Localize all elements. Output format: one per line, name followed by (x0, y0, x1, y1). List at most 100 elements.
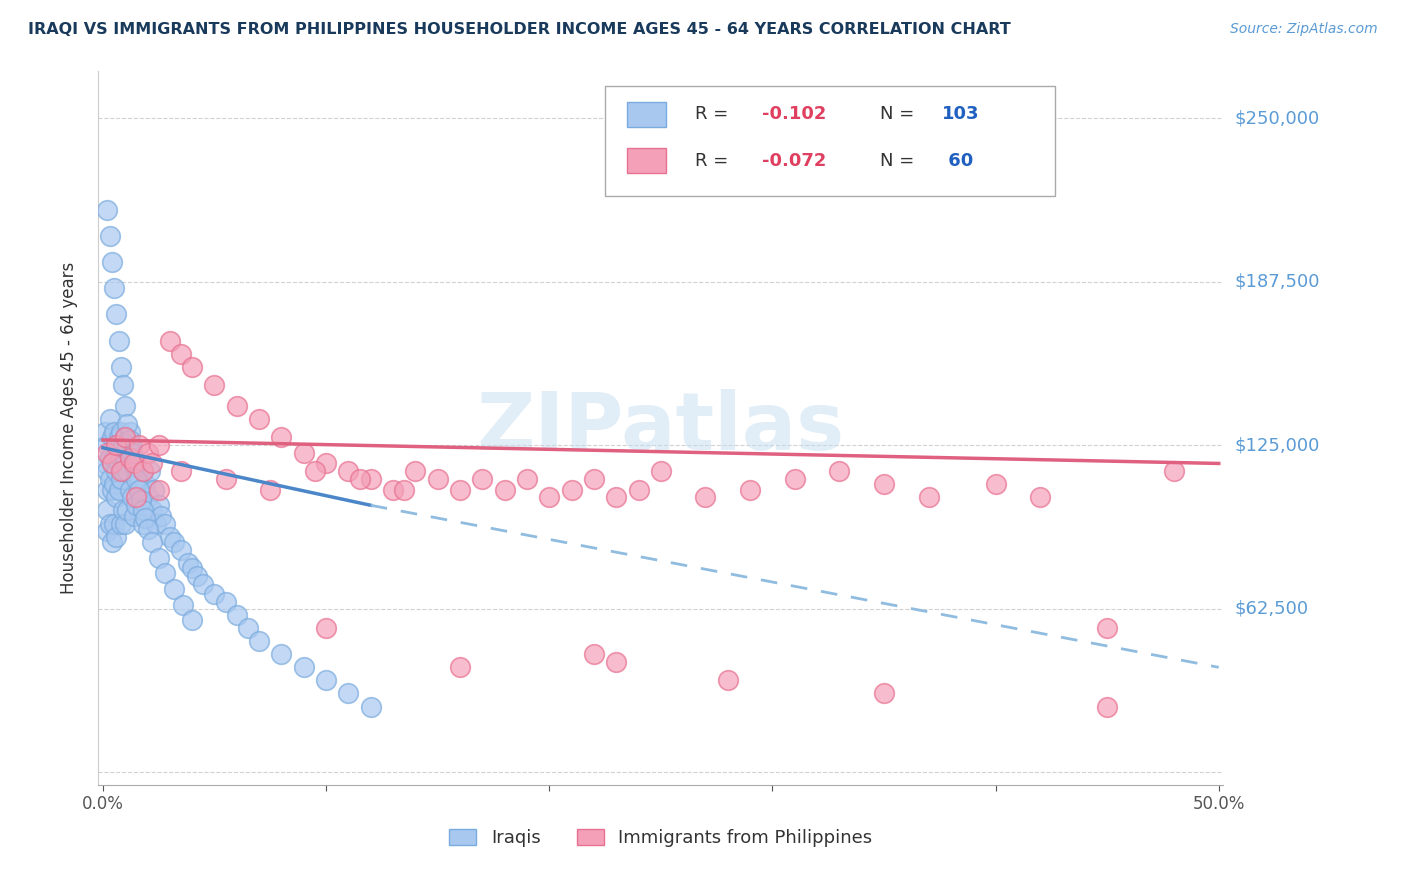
Point (561, 483, 583, 497)
Point (292, 446, 315, 460)
Text: N =: N = (880, 105, 920, 123)
Text: 60: 60 (942, 152, 973, 169)
Point (107, 483, 129, 497)
Point (360, 699, 382, 714)
Point (141, 534, 163, 549)
Point (125, 472, 148, 486)
Point (225, 399, 247, 413)
Point (917, 491, 939, 505)
Point (110, 425, 132, 439)
Point (101, 457, 124, 471)
Text: 103: 103 (942, 105, 980, 123)
Point (125, 498, 148, 512)
Point (129, 493, 152, 508)
Point (193, 576, 215, 591)
Text: -0.072: -0.072 (762, 152, 827, 169)
Point (181, 359, 204, 374)
Point (96, 464, 118, 478)
Point (98, 472, 121, 486)
Point (627, 483, 650, 497)
Point (148, 438, 170, 452)
Point (148, 498, 170, 512)
Point (122, 508, 145, 523)
Point (1163, 464, 1185, 478)
Point (141, 457, 163, 471)
Point (315, 621, 337, 635)
Point (118, 425, 141, 439)
Y-axis label: Householder Income Ages 45 - 64 years: Householder Income Ages 45 - 64 years (59, 262, 77, 594)
Text: R =: R = (695, 105, 734, 123)
Point (110, 516, 132, 531)
Point (105, 464, 128, 478)
Point (873, 477, 896, 491)
Point (605, 491, 627, 505)
Point (449, 660, 471, 674)
Point (828, 464, 851, 478)
Point (98, 516, 121, 531)
Text: Source: ZipAtlas.com: Source: ZipAtlas.com (1230, 22, 1378, 37)
Point (149, 508, 172, 523)
Text: N =: N = (880, 152, 920, 169)
Point (110, 472, 132, 486)
FancyBboxPatch shape (605, 86, 1054, 196)
Point (204, 378, 226, 392)
Point (136, 491, 159, 505)
Point (181, 561, 204, 575)
Point (1095, 621, 1118, 635)
Point (96, 524, 118, 539)
Point (270, 647, 292, 661)
Point (214, 595, 236, 609)
Point (304, 464, 326, 478)
Point (360, 472, 382, 486)
Point (105, 491, 128, 505)
Point (107, 457, 129, 471)
Point (96, 483, 118, 497)
Point (118, 483, 141, 497)
Point (111, 464, 134, 478)
Point (98, 451, 121, 466)
Point (259, 483, 281, 497)
Point (214, 472, 236, 486)
Point (315, 673, 337, 688)
Point (145, 516, 167, 531)
Point (783, 472, 806, 486)
Point (105, 438, 128, 452)
Point (984, 477, 1007, 491)
Point (170, 542, 193, 557)
Point (148, 550, 170, 565)
Point (101, 255, 124, 269)
Point (426, 472, 449, 486)
Point (101, 457, 124, 471)
Point (96, 438, 118, 452)
Point (121, 438, 143, 452)
Point (107, 430, 129, 444)
Point (118, 451, 141, 466)
Point (292, 660, 315, 674)
Point (107, 334, 129, 348)
Point (114, 457, 136, 471)
Point (337, 464, 360, 478)
Point (582, 647, 605, 661)
Point (172, 598, 194, 612)
Point (114, 430, 136, 444)
Point (247, 634, 270, 648)
Point (128, 472, 150, 486)
Text: IRAQI VS IMMIGRANTS FROM PHILIPPINES HOUSEHOLDER INCOME AGES 45 - 64 YEARS CORRE: IRAQI VS IMMIGRANTS FROM PHILIPPINES HOU… (28, 22, 1011, 37)
Point (110, 451, 132, 466)
Point (96, 503, 118, 517)
FancyBboxPatch shape (627, 148, 666, 173)
Point (155, 566, 177, 581)
Point (270, 430, 292, 444)
Point (516, 472, 538, 486)
Point (98, 412, 121, 426)
Point (170, 464, 193, 478)
Point (114, 516, 136, 531)
Point (717, 673, 740, 688)
Point (139, 464, 162, 478)
Point (114, 399, 136, 413)
Point (337, 686, 360, 700)
Legend: Iraqis, Immigrants from Philippines: Iraqis, Immigrants from Philippines (441, 822, 880, 855)
Point (111, 503, 134, 517)
Point (170, 346, 193, 360)
Point (122, 451, 145, 466)
